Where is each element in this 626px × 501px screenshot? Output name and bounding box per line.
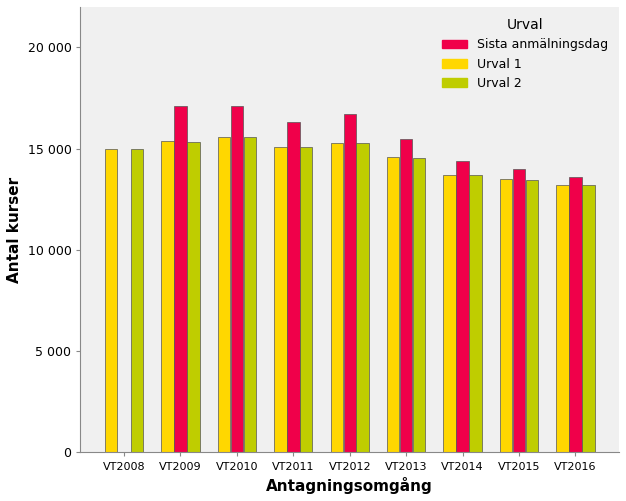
Bar bbox=[174, 106, 187, 452]
Bar bbox=[105, 149, 117, 452]
Bar bbox=[400, 139, 413, 452]
Bar bbox=[218, 137, 230, 452]
Bar bbox=[287, 122, 299, 452]
Bar bbox=[162, 141, 173, 452]
X-axis label: Antagningsomgång: Antagningsomgång bbox=[266, 477, 433, 494]
Bar bbox=[413, 158, 425, 452]
Bar bbox=[387, 157, 399, 452]
Bar bbox=[456, 161, 469, 452]
Bar bbox=[244, 137, 256, 452]
Bar bbox=[231, 106, 243, 452]
Bar bbox=[356, 143, 369, 452]
Bar bbox=[344, 114, 356, 452]
Bar bbox=[513, 169, 525, 452]
Bar bbox=[526, 180, 538, 452]
Bar bbox=[500, 179, 512, 452]
Bar bbox=[331, 143, 343, 452]
Bar bbox=[274, 147, 287, 452]
Y-axis label: Antal kurser: Antal kurser bbox=[7, 177, 22, 283]
Bar bbox=[443, 175, 456, 452]
Bar bbox=[470, 175, 482, 452]
Bar bbox=[582, 185, 595, 452]
Bar bbox=[187, 142, 200, 452]
Bar bbox=[131, 149, 143, 452]
Bar bbox=[300, 147, 312, 452]
Bar bbox=[557, 185, 568, 452]
Bar bbox=[569, 177, 582, 452]
Legend: Sista anmälningsdag, Urval 1, Urval 2: Sista anmälningsdag, Urval 1, Urval 2 bbox=[437, 13, 613, 95]
